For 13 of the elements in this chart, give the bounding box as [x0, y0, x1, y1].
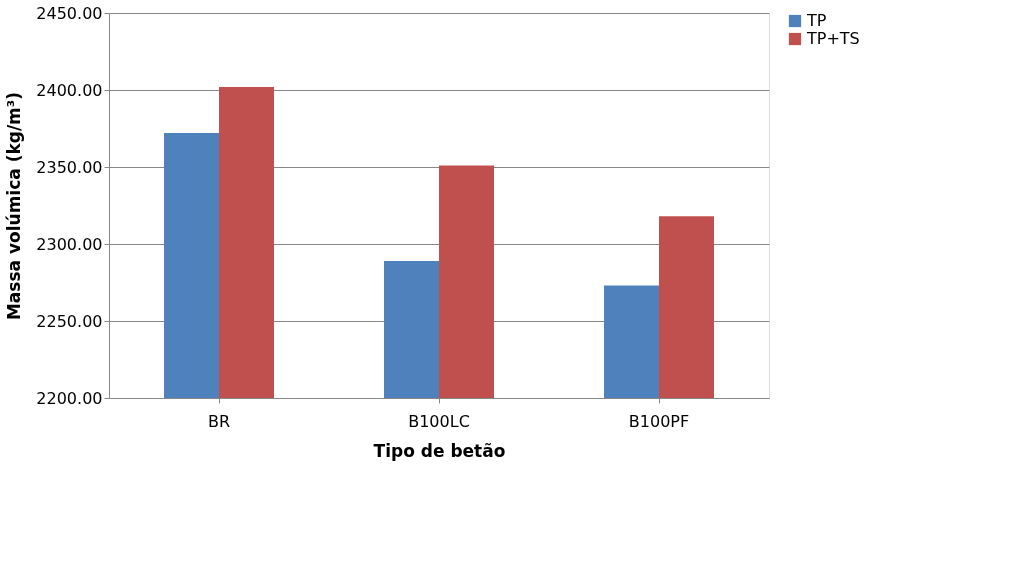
x-axis-title: Tipo de betão: [373, 440, 506, 461]
y-tick-label: 2300.00: [36, 234, 103, 254]
y-tick-label: 2200.00: [36, 388, 103, 408]
y-tick-label: 2250.00: [36, 311, 103, 331]
x-tick-label: BR: [207, 411, 231, 431]
x-tick-label: B100LC: [408, 411, 470, 431]
y-tick-label: 2350.00: [36, 157, 103, 177]
x-tick-label: B100PF: [628, 411, 690, 431]
legend-label: TP: [806, 11, 827, 30]
y-tick-label: 2400.00: [36, 80, 103, 100]
legend-label: TP+TS: [806, 29, 860, 48]
y-tick-label: 2450.00: [36, 3, 103, 23]
y-axis-title: Massa volúmica (kg/m³): [4, 91, 25, 321]
